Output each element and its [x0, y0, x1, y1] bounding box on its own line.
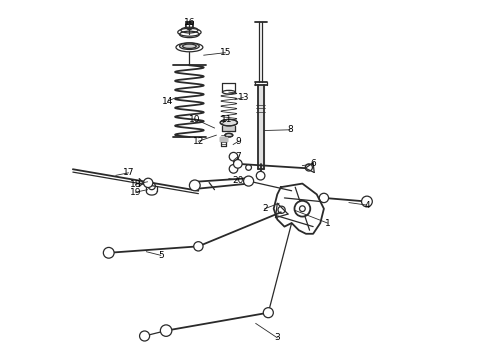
Circle shape	[103, 247, 114, 258]
Ellipse shape	[220, 120, 238, 126]
Text: 18: 18	[130, 180, 142, 189]
Text: 13: 13	[238, 93, 249, 102]
Ellipse shape	[179, 43, 199, 49]
Text: 7: 7	[235, 152, 241, 161]
Circle shape	[319, 193, 329, 203]
Circle shape	[144, 178, 153, 188]
Text: 12: 12	[193, 137, 204, 146]
Text: 15: 15	[220, 48, 231, 57]
Text: 2: 2	[262, 204, 268, 213]
Circle shape	[194, 242, 203, 251]
Circle shape	[234, 159, 242, 168]
Circle shape	[229, 165, 238, 173]
Ellipse shape	[225, 134, 233, 137]
Text: 14: 14	[162, 96, 173, 105]
Text: 16: 16	[184, 18, 195, 27]
Circle shape	[140, 331, 149, 341]
Circle shape	[294, 201, 310, 217]
Circle shape	[244, 176, 254, 186]
Circle shape	[229, 152, 238, 161]
Text: 3: 3	[274, 333, 280, 342]
Text: 1: 1	[324, 219, 330, 228]
Text: 8: 8	[287, 125, 293, 134]
Text: 5: 5	[158, 251, 164, 260]
Text: 10: 10	[189, 114, 200, 123]
Circle shape	[190, 180, 200, 191]
Text: 11: 11	[221, 115, 233, 124]
Circle shape	[256, 171, 265, 180]
Text: 19: 19	[130, 188, 142, 197]
Circle shape	[263, 308, 273, 318]
Text: 9: 9	[236, 137, 242, 146]
Text: 20: 20	[232, 176, 244, 185]
Circle shape	[160, 325, 172, 336]
Text: 6: 6	[310, 159, 316, 168]
Text: 4: 4	[364, 201, 370, 210]
Text: 17: 17	[122, 168, 134, 177]
Circle shape	[362, 196, 372, 207]
